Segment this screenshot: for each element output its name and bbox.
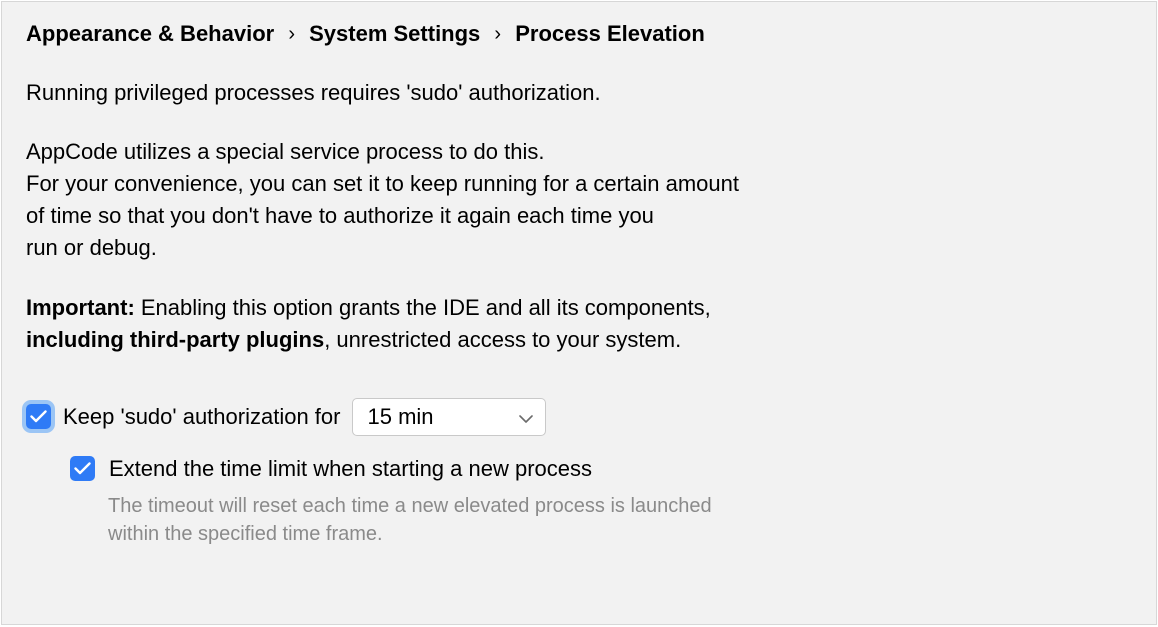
description-line: AppCode utilizes a special service proce… bbox=[26, 136, 1132, 168]
breadcrumb-item-process-elevation[interactable]: Process Elevation bbox=[515, 21, 705, 46]
keep-sudo-checkbox[interactable] bbox=[26, 404, 51, 429]
extend-time-row: Extend the time limit when starting a ne… bbox=[70, 456, 1132, 482]
check-icon bbox=[30, 410, 47, 423]
description-text: Running privileged processes requires 's… bbox=[26, 77, 1132, 356]
description-important: Important: Enabling this option grants t… bbox=[26, 292, 1132, 324]
check-icon bbox=[74, 462, 91, 475]
description-line: of time so that you don't have to author… bbox=[26, 200, 1132, 232]
extend-time-label: Extend the time limit when starting a ne… bbox=[109, 456, 592, 482]
description-line: For your convenience, you can set it to … bbox=[26, 168, 1132, 200]
important-text: , unrestricted access to your system. bbox=[324, 327, 681, 352]
description-line: Running privileged processes requires 's… bbox=[26, 77, 1132, 109]
extend-time-hint: The timeout will reset each time a new e… bbox=[108, 492, 868, 548]
settings-panel: Appearance & Behavior › System Settings … bbox=[1, 1, 1157, 625]
keep-sudo-label: Keep 'sudo' authorization for bbox=[63, 404, 340, 430]
description-line: run or debug. bbox=[26, 232, 1132, 264]
hint-line: within the specified time frame. bbox=[108, 520, 868, 548]
important-text: Enabling this option grants the IDE and … bbox=[135, 295, 711, 320]
extend-time-checkbox[interactable] bbox=[70, 456, 95, 481]
controls: Keep 'sudo' authorization for 15 min Ext… bbox=[26, 398, 1132, 548]
select-value: 15 min bbox=[367, 404, 433, 430]
description-important: including third-party plugins, unrestric… bbox=[26, 324, 1132, 356]
important-bold-text: including third-party plugins bbox=[26, 327, 324, 352]
breadcrumb-separator: › bbox=[494, 23, 501, 45]
keep-sudo-row: Keep 'sudo' authorization for 15 min bbox=[26, 398, 1132, 436]
hint-line: The timeout will reset each time a new e… bbox=[108, 492, 868, 520]
breadcrumb-separator: › bbox=[288, 23, 295, 45]
breadcrumb: Appearance & Behavior › System Settings … bbox=[26, 20, 1132, 49]
chevron-down-icon bbox=[519, 404, 533, 430]
breadcrumb-item-appearance[interactable]: Appearance & Behavior bbox=[26, 21, 274, 46]
keep-sudo-duration-select[interactable]: 15 min bbox=[352, 398, 546, 436]
important-label: Important: bbox=[26, 295, 135, 320]
breadcrumb-item-system-settings[interactable]: System Settings bbox=[309, 21, 480, 46]
